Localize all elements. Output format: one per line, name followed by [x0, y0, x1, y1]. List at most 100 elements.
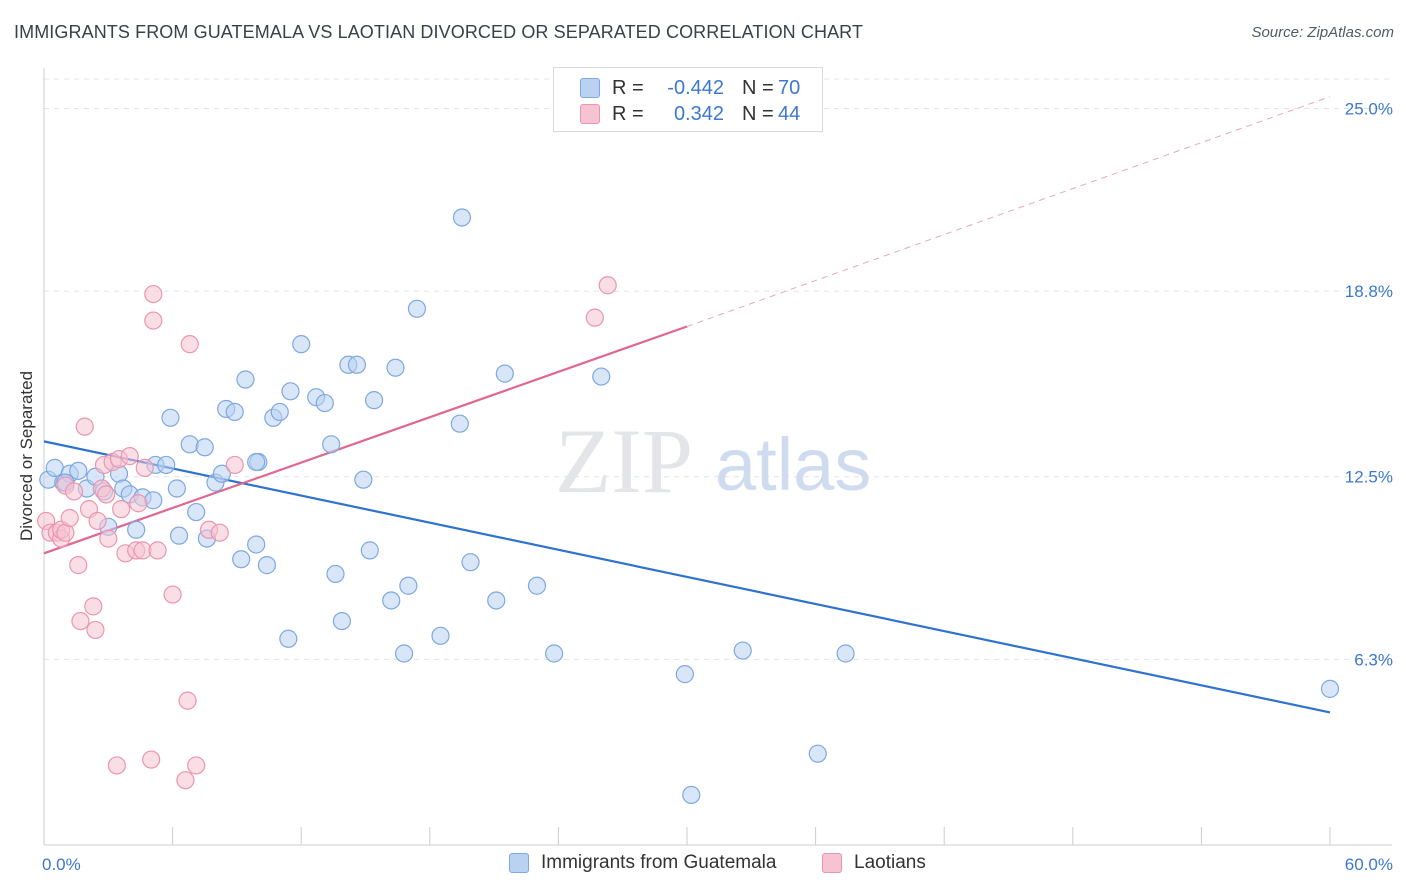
laotian-point [75, 417, 94, 436]
laotian-point [178, 691, 197, 710]
guatemala-point [431, 626, 450, 645]
laotian-point [88, 511, 107, 531]
guatemala-point [247, 452, 266, 472]
laotian-point [163, 585, 182, 604]
guatemala-point [161, 408, 180, 427]
trend-lines [43, 96, 1331, 714]
y-tick-label: 6.3% [1354, 650, 1393, 669]
guatemala-point [675, 665, 694, 684]
guatemala-point [225, 402, 244, 422]
guatemala-point [452, 208, 472, 227]
guatemala-point [733, 641, 752, 660]
chart-title: IMMIGRANTS FROM GUATEMALA VS LAOTIAN DIV… [14, 22, 864, 42]
guatemala-point [157, 455, 176, 475]
series-legend-label: Immigrants from Guatemala [541, 852, 777, 873]
guatemala-point [232, 550, 251, 569]
guatemala-point [360, 541, 379, 560]
guatemala-point [407, 299, 427, 318]
series-swatch-pink [822, 853, 842, 873]
guatemala-point [195, 438, 214, 457]
series-legend-laotians[interactable]: Laotians [822, 852, 926, 874]
guatemala-point [187, 502, 206, 522]
series-legend: Immigrants from Guatemala Laotians [0, 852, 1406, 876]
laotian-point [585, 308, 604, 327]
guatemala-point [315, 393, 334, 413]
guatemala-point [836, 644, 855, 663]
laotian-point [187, 756, 206, 775]
trend-line-laotians-extension [686, 96, 1331, 327]
guatemala-point [326, 564, 345, 584]
legend-n-label: N = [742, 76, 774, 99]
legend-r-value: 0.342 [673, 102, 724, 125]
guatemala-point [169, 526, 189, 545]
x-tick-label: 0.0% [42, 855, 81, 874]
legend-n-value: 44 [778, 102, 801, 125]
series-legend-label: Laotians [854, 852, 926, 873]
guatemala-point [167, 479, 186, 498]
series-swatch-blue [509, 853, 529, 873]
legend-swatch-blue [580, 78, 600, 98]
laotian-point [71, 611, 90, 631]
laotian-point [135, 458, 154, 477]
x-tick-labels: 0.0% 60.0% [42, 855, 1393, 874]
gridlines [44, 78, 1392, 660]
legend-r-label: R = [612, 102, 644, 125]
correlation-legend: R = -0.442 N = 70 R = 0.342 N = 44 [553, 67, 823, 132]
guatemala-point [270, 402, 289, 422]
guatemala-point [279, 629, 298, 648]
guatemala-point [257, 556, 277, 575]
y-tick-label: 25.0% [1345, 99, 1393, 118]
laotian-point [60, 508, 79, 528]
laotian-point [112, 500, 131, 519]
watermark: ZIP atlas [555, 410, 871, 512]
laotian-point [148, 541, 167, 560]
laotian-point [176, 771, 195, 790]
guatemala-point [347, 355, 367, 374]
guatemala-point [450, 414, 469, 433]
guatemala-point [808, 744, 827, 763]
watermark-atlas: atlas [715, 423, 871, 506]
legend-r-value: -0.442 [667, 76, 724, 99]
guatemala-point [127, 520, 146, 539]
guatemala-point [487, 591, 506, 610]
guatemala-point [1320, 679, 1340, 698]
guatemala-point [281, 382, 300, 401]
guatemala-point [386, 358, 405, 377]
laotian-point [144, 311, 163, 330]
guatemala-point [69, 461, 88, 480]
guatemala-point [495, 364, 514, 383]
laotian-point [129, 494, 148, 513]
legend-n-value: 70 [778, 76, 801, 99]
y-axis-label: Divorced or Separated [17, 371, 36, 541]
laotian-point [180, 335, 199, 354]
guatemala-point [354, 470, 373, 489]
axes [43, 68, 1392, 846]
guatemala-point [399, 576, 418, 595]
y-tick-label: 12.5% [1345, 468, 1393, 487]
legend-swatch-pink [580, 104, 600, 124]
legend-r-label: R = [612, 76, 644, 99]
guatemala-point [545, 644, 564, 663]
laotian-point [225, 455, 244, 475]
laotian-point [142, 750, 161, 769]
guatemala-point [292, 335, 311, 354]
series-legend-guatemala[interactable]: Immigrants from Guatemala [509, 852, 776, 874]
laotian-point [120, 447, 139, 466]
y-tick-label: 18.8% [1345, 282, 1393, 301]
laotian-point [144, 284, 163, 304]
trend-line-laotians [43, 325, 688, 555]
laotian-point [598, 276, 617, 295]
guatemala-point [364, 391, 384, 410]
data-points [37, 208, 1340, 805]
laotian-point [107, 756, 126, 775]
guatemala-point [592, 367, 611, 386]
source-label: Source: ZipAtlas.com [1251, 24, 1394, 41]
trend-line-guatemala [43, 440, 1331, 714]
legend-row-laotians: R = 0.342 N = 44 [580, 102, 800, 126]
laotian-point [64, 482, 84, 501]
guatemala-point [212, 464, 231, 483]
guatemala-point [682, 785, 701, 805]
laotian-point [86, 620, 105, 640]
guatemala-point [144, 491, 163, 510]
